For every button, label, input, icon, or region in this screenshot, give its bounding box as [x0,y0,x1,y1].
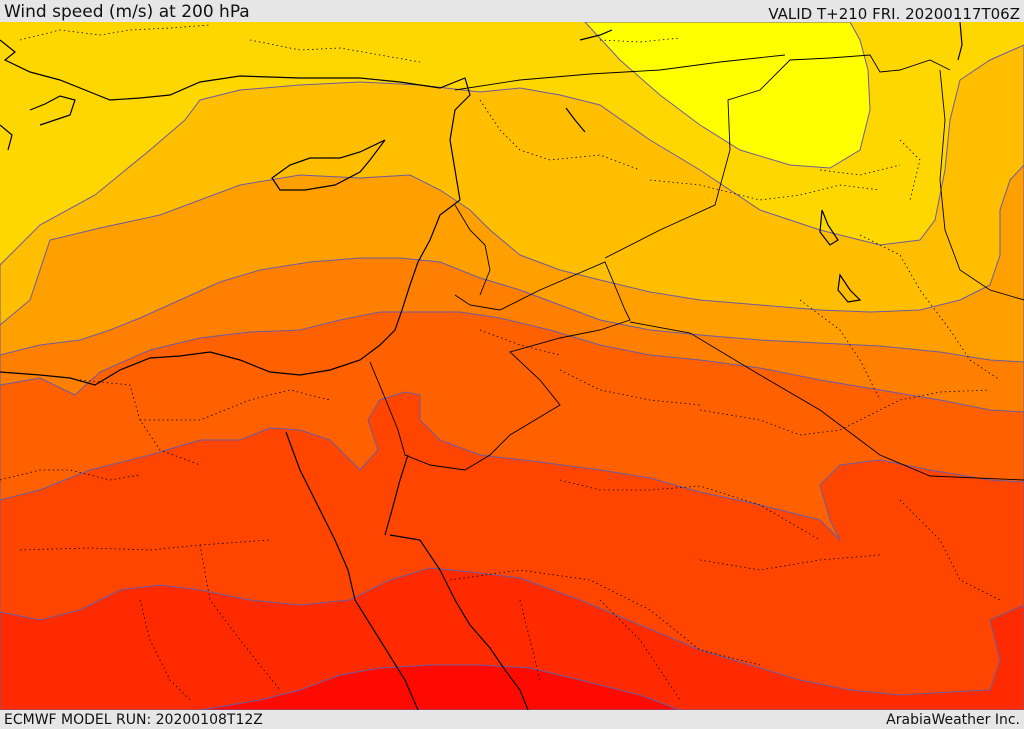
band-6 [0,567,1024,710]
dotted-boundaries [0,24,1001,701]
band-lightest [584,22,871,169]
band-7 [199,664,681,710]
map-title: Wind speed (m/s) at 200 hPa [4,2,250,22]
credit-label: ArabiaWeather Inc. [886,712,1020,728]
wind-speed-map [0,22,1024,710]
coastlines [0,22,963,710]
model-run-label: ECMWF MODEL RUN: 20200108T12Z [4,712,263,728]
borders [369,54,1024,481]
valid-time: VALID T+210 FRI. 20200117T06Z [768,5,1020,23]
